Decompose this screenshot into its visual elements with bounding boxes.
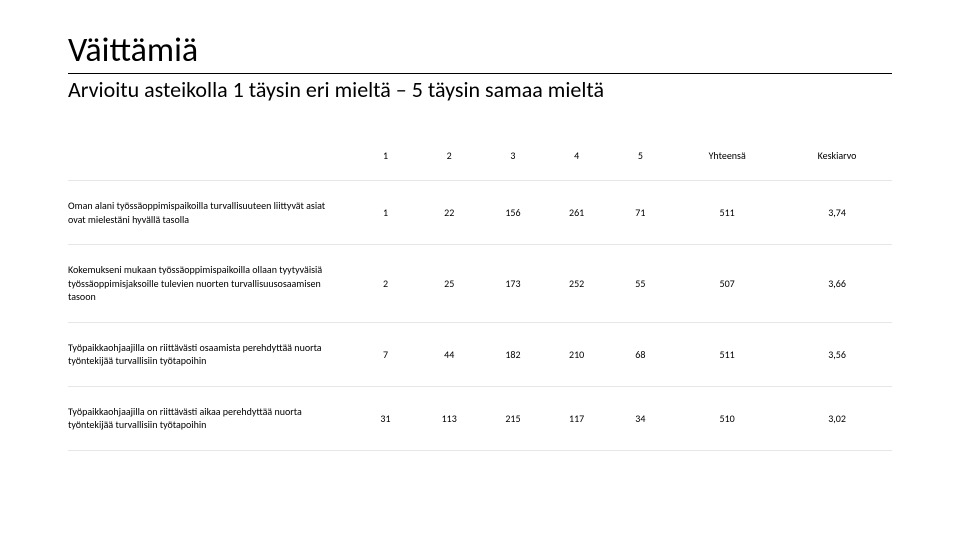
page-subtitle: Arvioitu asteikolla 1 täysin eri mieltä … (68, 76, 892, 103)
data-table: 1 2 3 4 5 Yhteensä Keskiarvo Oman alani … (68, 131, 892, 451)
col-header-4: 4 (545, 131, 609, 181)
cell-c4: 252 (545, 245, 609, 323)
cell-c3: 156 (481, 181, 545, 245)
table-header-row: 1 2 3 4 5 Yhteensä Keskiarvo (68, 131, 892, 181)
page-title: Väittämiä (68, 30, 892, 74)
table-row: Oman alani työssäoppimispaikoilla turval… (68, 181, 892, 245)
cell-c5: 68 (609, 322, 673, 386)
cell-avg: 3,66 (782, 245, 892, 323)
cell-c2: 113 (417, 386, 481, 450)
cell-c1: 7 (354, 322, 418, 386)
cell-c3: 182 (481, 322, 545, 386)
cell-c4: 261 (545, 181, 609, 245)
col-header-avg: Keskiarvo (782, 131, 892, 181)
row-label: Työpaikkaohjaajilla on riittävästi aikaa… (68, 386, 354, 450)
cell-c5: 55 (609, 245, 673, 323)
cell-c4: 210 (545, 322, 609, 386)
cell-avg: 3,56 (782, 322, 892, 386)
col-header-3: 3 (481, 131, 545, 181)
col-header-5: 5 (609, 131, 673, 181)
cell-c1: 1 (354, 181, 418, 245)
col-header-empty (68, 131, 354, 181)
table-row: Kokemukseni mukaan työssäoppimispaikoill… (68, 245, 892, 323)
cell-c2: 44 (417, 322, 481, 386)
row-label: Työpaikkaohjaajilla on riittävästi osaam… (68, 322, 354, 386)
col-header-2: 2 (417, 131, 481, 181)
cell-sum: 511 (672, 322, 782, 386)
cell-c2: 25 (417, 245, 481, 323)
cell-avg: 3,02 (782, 386, 892, 450)
row-label: Oman alani työssäoppimispaikoilla turval… (68, 181, 354, 245)
cell-sum: 507 (672, 245, 782, 323)
table-row: Työpaikkaohjaajilla on riittävästi osaam… (68, 322, 892, 386)
cell-c3: 173 (481, 245, 545, 323)
cell-sum: 511 (672, 181, 782, 245)
cell-c1: 2 (354, 245, 418, 323)
cell-c2: 22 (417, 181, 481, 245)
cell-avg: 3,74 (782, 181, 892, 245)
cell-c5: 34 (609, 386, 673, 450)
cell-c5: 71 (609, 181, 673, 245)
row-label: Kokemukseni mukaan työssäoppimispaikoill… (68, 245, 354, 323)
cell-c1: 31 (354, 386, 418, 450)
table-row: Työpaikkaohjaajilla on riittävästi aikaa… (68, 386, 892, 450)
cell-c4: 117 (545, 386, 609, 450)
cell-sum: 510 (672, 386, 782, 450)
cell-c3: 215 (481, 386, 545, 450)
col-header-sum: Yhteensä (672, 131, 782, 181)
col-header-1: 1 (354, 131, 418, 181)
